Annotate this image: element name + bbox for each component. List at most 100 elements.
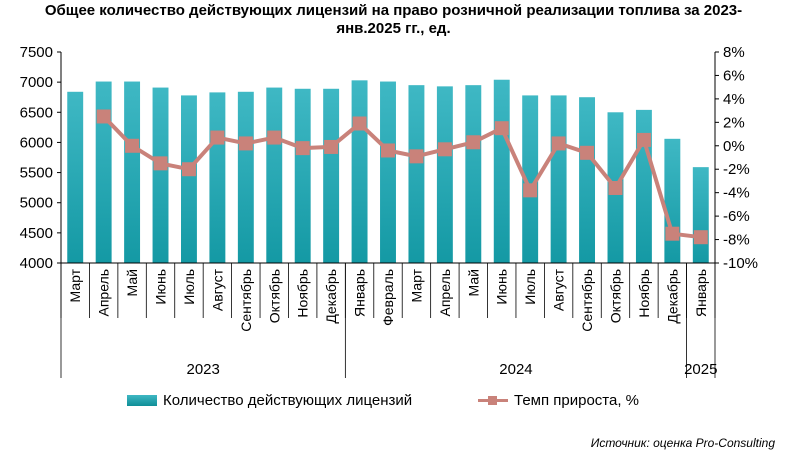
x-month-label-12: Март <box>408 268 424 302</box>
growth-rate-point-6 <box>238 136 253 151</box>
bar-licenses-10 <box>351 80 368 263</box>
y-right-tick-label-7: 4% <box>723 91 745 108</box>
growth-rate-point-15 <box>494 121 509 136</box>
bar-licenses-18 <box>579 97 596 263</box>
x-month-label-5: Август <box>209 268 225 311</box>
y-right-tick-label-1: -8% <box>723 232 750 249</box>
bar-licenses-9 <box>323 88 340 263</box>
growth-rate-point-7 <box>267 130 282 145</box>
bar-licenses-20 <box>635 109 652 263</box>
legend-line-swatch <box>478 395 508 406</box>
x-month-label-10: Январь <box>352 269 368 317</box>
x-month-label-11: Февраль <box>380 269 396 326</box>
growth-rate-point-5 <box>210 130 225 145</box>
x-month-label-9: Декабрь <box>323 269 339 324</box>
x-month-label-16: Июль <box>522 269 538 305</box>
bar-licenses-8 <box>294 88 311 263</box>
bar-licenses-11 <box>380 81 396 263</box>
growth-rate-point-9 <box>324 139 339 154</box>
x-month-label-17: Август <box>551 268 567 311</box>
growth-rate-point-22 <box>693 230 708 245</box>
bar-licenses-16 <box>522 95 539 263</box>
growth-rate-point-3 <box>153 156 168 171</box>
year-label-1: 2024 <box>499 361 532 378</box>
bar-licenses-15 <box>493 79 510 263</box>
bar-licenses-21 <box>664 138 681 263</box>
x-month-label-15: Июнь <box>494 269 510 305</box>
bar-licenses-5 <box>209 92 226 264</box>
x-month-label-20: Ноябрь <box>636 269 652 318</box>
growth-rate-line <box>102 115 702 240</box>
bar-licenses-7 <box>266 87 283 263</box>
x-month-label-3: Июнь <box>153 269 169 305</box>
x-month-label-14: Май <box>465 269 481 296</box>
chart-title-line-1: Общее количество действующих лицензий на… <box>44 2 743 19</box>
x-month-label-7: Октябрь <box>266 269 282 323</box>
growth-rate-point-14 <box>466 135 481 150</box>
bar-licenses-13 <box>436 86 453 263</box>
y-right-tick-label-0: -10% <box>723 255 758 272</box>
bar-licenses-12 <box>408 85 425 264</box>
growth-rate-point-11 <box>381 143 395 158</box>
bar-licenses-2 <box>124 81 141 263</box>
growth-rate-point-18 <box>580 145 595 160</box>
year-label-2: 2025 <box>684 361 717 378</box>
x-month-label-19: Октябрь <box>607 269 623 323</box>
growth-rate-point-17 <box>551 136 566 151</box>
growth-rate-point-4 <box>181 162 196 177</box>
growth-rate-point-2 <box>125 138 140 153</box>
y-right-tick-label-3: -4% <box>723 185 750 202</box>
bar-licenses-22 <box>692 167 709 263</box>
legend: Количество действующих лицензий Темп при… <box>0 392 787 414</box>
y-left-tick-label-3: 5500 <box>20 165 53 182</box>
y-left-tick-label-0: 4000 <box>20 255 53 272</box>
x-month-label-21: Декабрь <box>664 269 680 324</box>
legend-item-line: Темп прироста, % <box>478 392 639 409</box>
y-left-tick-label-7: 7500 <box>20 44 53 61</box>
bar-licenses-4 <box>180 95 197 263</box>
legend-label-line: Темп прироста, % <box>514 392 640 409</box>
chart-title-line-2: янв.2025 гг., ед. <box>336 20 451 37</box>
y-left-tick-label-2: 5000 <box>20 195 53 212</box>
source-note: Источник: оценка Pro-Consulting <box>590 436 775 450</box>
x-month-label-0: Март <box>67 268 83 302</box>
growth-rate-point-10 <box>352 116 367 131</box>
y-right-tick-label-6: 2% <box>723 114 745 131</box>
bar-licenses-14 <box>465 85 482 264</box>
x-month-label-6: Сентябрь <box>238 269 254 332</box>
bar-licenses-6 <box>237 91 254 263</box>
y-left-tick-label-5: 6500 <box>20 104 53 121</box>
bar-licenses-1 <box>95 81 112 263</box>
growth-rate-point-13 <box>437 142 452 157</box>
y-right-tick-label-4: -2% <box>723 161 750 178</box>
y-left-tick-label-6: 7000 <box>20 74 53 91</box>
bar-licenses-3 <box>152 87 169 263</box>
legend-item-bars: Количество действующих лицензий <box>127 392 412 409</box>
x-month-label-13: Апрель <box>437 269 453 317</box>
growth-rate-point-1 <box>96 109 111 124</box>
growth-rate-point-16 <box>523 183 538 198</box>
legend-label-bars: Количество действующих лицензий <box>163 392 413 409</box>
x-month-label-1: Апрель <box>96 269 112 317</box>
growth-rate-point-12 <box>409 149 424 164</box>
year-label-0: 2023 <box>186 361 219 378</box>
x-month-label-2: Май <box>124 269 140 296</box>
growth-rate-point-19 <box>608 180 623 195</box>
y-left-tick-label-1: 4500 <box>20 225 53 242</box>
y-right-tick-label-2: -6% <box>723 208 750 225</box>
y-right-tick-label-9: 8% <box>723 44 745 61</box>
growth-rate-point-21 <box>665 226 680 241</box>
y-right-tick-label-8: 6% <box>723 67 745 84</box>
y-right-tick-label-5: 0% <box>723 138 745 155</box>
y-left-tick-label-4: 6000 <box>20 134 53 151</box>
x-month-label-18: Сентябрь <box>579 269 595 332</box>
x-month-label-22: Январь <box>693 269 709 317</box>
x-month-label-4: Июль <box>181 269 197 305</box>
bar-licenses-17 <box>550 95 567 263</box>
chart-title: Общее количество действующих лицензий на… <box>0 2 787 38</box>
x-month-label-8: Ноябрь <box>295 269 311 318</box>
legend-bar-swatch <box>127 395 157 406</box>
growth-rate-point-8 <box>295 141 310 156</box>
growth-rate-point-20 <box>636 132 651 147</box>
